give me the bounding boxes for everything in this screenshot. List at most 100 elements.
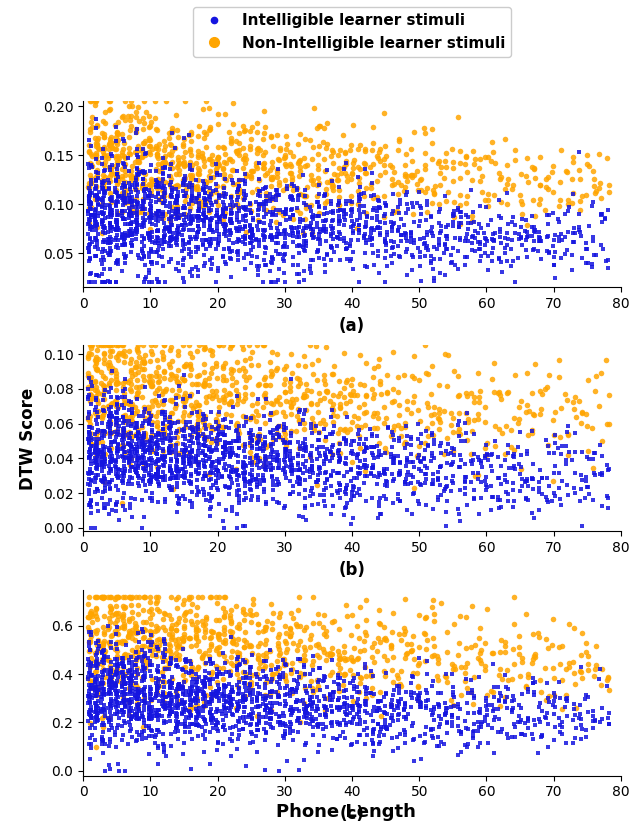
Intelligible learner stimuli bbox=[98, 475, 108, 489]
Non-Intelligible learner stimuli bbox=[119, 137, 129, 150]
Intelligible learner stimuli bbox=[100, 472, 111, 485]
Intelligible learner stimuli bbox=[272, 422, 282, 435]
Non-Intelligible learner stimuli bbox=[218, 420, 228, 434]
Intelligible learner stimuli bbox=[97, 491, 107, 505]
Non-Intelligible learner stimuli bbox=[150, 649, 161, 662]
Non-Intelligible learner stimuli bbox=[234, 143, 244, 157]
Intelligible learner stimuli bbox=[554, 481, 564, 495]
Non-Intelligible learner stimuli bbox=[110, 118, 120, 132]
Non-Intelligible learner stimuli bbox=[152, 353, 162, 366]
Non-Intelligible learner stimuli bbox=[262, 166, 272, 179]
Non-Intelligible learner stimuli bbox=[301, 620, 311, 634]
Non-Intelligible learner stimuli bbox=[322, 647, 332, 661]
Intelligible learner stimuli bbox=[201, 450, 211, 463]
Non-Intelligible learner stimuli bbox=[134, 590, 144, 604]
Intelligible learner stimuli bbox=[221, 229, 231, 243]
Intelligible learner stimuli bbox=[287, 222, 297, 235]
Intelligible learner stimuli bbox=[179, 706, 189, 719]
Non-Intelligible learner stimuli bbox=[355, 671, 365, 684]
Non-Intelligible learner stimuli bbox=[152, 182, 162, 195]
Intelligible learner stimuli bbox=[284, 690, 294, 703]
Intelligible learner stimuli bbox=[150, 455, 161, 469]
Non-Intelligible learner stimuli bbox=[399, 624, 410, 637]
Intelligible learner stimuli bbox=[97, 449, 107, 462]
Non-Intelligible learner stimuli bbox=[280, 646, 291, 659]
Intelligible learner stimuli bbox=[193, 710, 204, 723]
Intelligible learner stimuli bbox=[225, 693, 235, 706]
Intelligible learner stimuli bbox=[123, 436, 133, 450]
Non-Intelligible learner stimuli bbox=[137, 640, 147, 653]
Intelligible learner stimuli bbox=[191, 676, 202, 689]
Intelligible learner stimuli bbox=[380, 700, 390, 713]
Intelligible learner stimuli bbox=[467, 683, 477, 696]
Intelligible learner stimuli bbox=[185, 204, 195, 218]
Intelligible learner stimuli bbox=[226, 465, 236, 478]
Intelligible learner stimuli bbox=[166, 463, 177, 476]
Non-Intelligible learner stimuli bbox=[322, 138, 332, 151]
Intelligible learner stimuli bbox=[369, 722, 379, 736]
Non-Intelligible learner stimuli bbox=[435, 178, 445, 192]
Non-Intelligible learner stimuli bbox=[272, 163, 282, 176]
Intelligible learner stimuli bbox=[312, 443, 322, 456]
Intelligible learner stimuli bbox=[225, 696, 236, 710]
Non-Intelligible learner stimuli bbox=[240, 689, 250, 702]
Intelligible learner stimuli bbox=[90, 446, 100, 460]
Non-Intelligible learner stimuli bbox=[119, 619, 129, 632]
Non-Intelligible learner stimuli bbox=[245, 412, 255, 425]
Intelligible learner stimuli bbox=[147, 440, 157, 453]
Intelligible learner stimuli bbox=[285, 703, 295, 716]
Intelligible learner stimuli bbox=[255, 455, 265, 468]
Intelligible learner stimuli bbox=[91, 220, 101, 234]
Intelligible learner stimuli bbox=[187, 420, 197, 434]
Non-Intelligible learner stimuli bbox=[280, 432, 290, 445]
Intelligible learner stimuli bbox=[105, 219, 115, 232]
Intelligible learner stimuli bbox=[193, 730, 204, 743]
Non-Intelligible learner stimuli bbox=[213, 150, 223, 163]
Intelligible learner stimuli bbox=[433, 494, 443, 507]
Intelligible learner stimuli bbox=[133, 185, 143, 198]
Non-Intelligible learner stimuli bbox=[120, 196, 131, 209]
Intelligible learner stimuli bbox=[225, 701, 235, 714]
Non-Intelligible learner stimuli bbox=[366, 182, 376, 195]
Intelligible learner stimuli bbox=[374, 701, 385, 715]
Non-Intelligible learner stimuli bbox=[232, 647, 243, 661]
Intelligible learner stimuli bbox=[399, 702, 409, 716]
Intelligible learner stimuli bbox=[308, 253, 318, 266]
Non-Intelligible learner stimuli bbox=[205, 681, 215, 694]
Intelligible learner stimuli bbox=[232, 428, 243, 441]
Intelligible learner stimuli bbox=[381, 474, 392, 487]
Non-Intelligible learner stimuli bbox=[328, 388, 338, 401]
Non-Intelligible learner stimuli bbox=[232, 659, 242, 672]
Intelligible learner stimuli bbox=[401, 686, 412, 699]
Intelligible learner stimuli bbox=[134, 167, 144, 180]
Intelligible learner stimuli bbox=[240, 450, 250, 464]
Intelligible learner stimuli bbox=[140, 402, 150, 415]
Intelligible learner stimuli bbox=[580, 242, 591, 255]
Non-Intelligible learner stimuli bbox=[131, 146, 141, 159]
Non-Intelligible learner stimuli bbox=[126, 171, 136, 184]
Intelligible learner stimuli bbox=[118, 672, 128, 686]
Non-Intelligible learner stimuli bbox=[173, 163, 184, 177]
Intelligible learner stimuli bbox=[100, 478, 110, 491]
Intelligible learner stimuli bbox=[326, 508, 336, 521]
Intelligible learner stimuli bbox=[147, 217, 157, 230]
Non-Intelligible learner stimuli bbox=[495, 700, 505, 713]
Intelligible learner stimuli bbox=[145, 441, 156, 455]
Intelligible learner stimuli bbox=[184, 208, 194, 222]
Intelligible learner stimuli bbox=[409, 487, 419, 500]
Non-Intelligible learner stimuli bbox=[199, 696, 209, 709]
Non-Intelligible learner stimuli bbox=[185, 346, 195, 359]
Non-Intelligible learner stimuli bbox=[143, 400, 154, 414]
Intelligible learner stimuli bbox=[255, 473, 265, 486]
Non-Intelligible learner stimuli bbox=[104, 339, 115, 352]
Non-Intelligible learner stimuli bbox=[570, 677, 580, 691]
Non-Intelligible learner stimuli bbox=[488, 146, 498, 159]
Intelligible learner stimuli bbox=[131, 223, 141, 236]
Non-Intelligible learner stimuli bbox=[90, 625, 100, 638]
Intelligible learner stimuli bbox=[139, 670, 149, 683]
Intelligible learner stimuli bbox=[264, 686, 275, 699]
Non-Intelligible learner stimuli bbox=[232, 646, 242, 659]
Intelligible learner stimuli bbox=[133, 701, 143, 714]
Intelligible learner stimuli bbox=[415, 250, 425, 264]
Non-Intelligible learner stimuli bbox=[191, 628, 202, 641]
